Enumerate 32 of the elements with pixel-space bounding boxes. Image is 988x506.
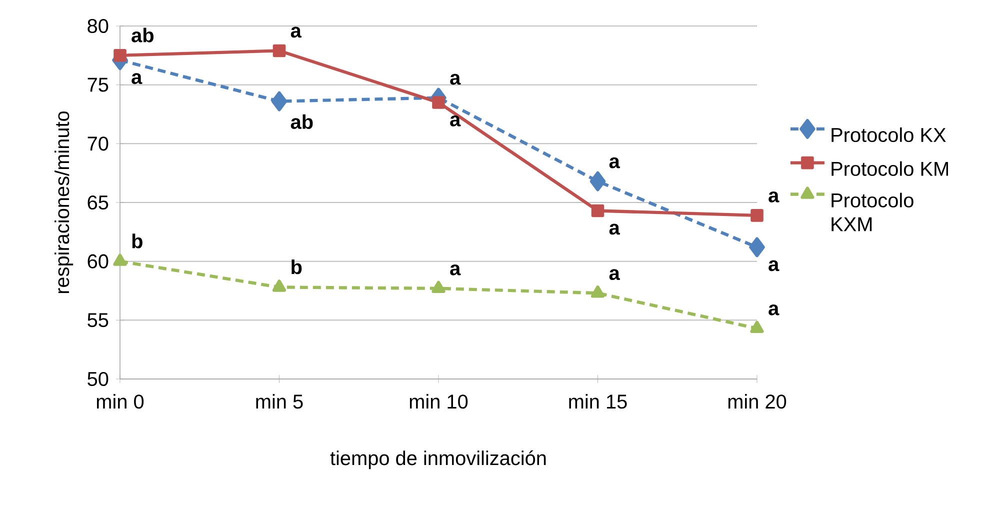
annotation: a: [290, 26, 302, 38]
annotation: a: [768, 304, 780, 316]
y-tick-label: 75: [88, 78, 108, 92]
y-tick-label: 50: [88, 372, 108, 386]
y-tick-label: 55: [88, 313, 108, 328]
y-tick-label: 80: [88, 18, 108, 34]
legend-label: Protocolo KXM: [832, 192, 914, 232]
annotation: a: [132, 73, 142, 84]
annotation: a: [450, 264, 461, 276]
x-tick-label: min 10: [410, 394, 468, 409]
y-tick-label: 60: [88, 254, 108, 268]
annotation: b: [292, 260, 302, 274]
y-tick-label: 70: [88, 136, 108, 151]
annotation: a: [768, 191, 780, 202]
annotation: b: [132, 234, 142, 248]
x-tick-label: min 0: [96, 394, 144, 409]
annotation: a: [609, 269, 620, 280]
y-tick-label: 65: [88, 195, 108, 210]
x-axis-title: tiempo de inmovilización: [330, 450, 546, 470]
x-tick-label: min 20: [728, 394, 786, 409]
annotation: a: [609, 224, 620, 235]
annotation: ab: [132, 28, 154, 42]
annotation: ab: [290, 114, 313, 129]
legend-label: Protocolo KX: [832, 127, 946, 142]
x-tick-label: min 5: [256, 394, 303, 409]
annotation: a: [450, 74, 461, 85]
annotation: a: [450, 116, 461, 126]
legend-label: Protocolo KM: [832, 161, 948, 176]
annotation: a: [768, 260, 780, 272]
annotation: a: [609, 157, 620, 168]
x-tick-label: min 15: [569, 394, 627, 409]
y-axis-title: respiraciones/minuto: [54, 111, 74, 294]
